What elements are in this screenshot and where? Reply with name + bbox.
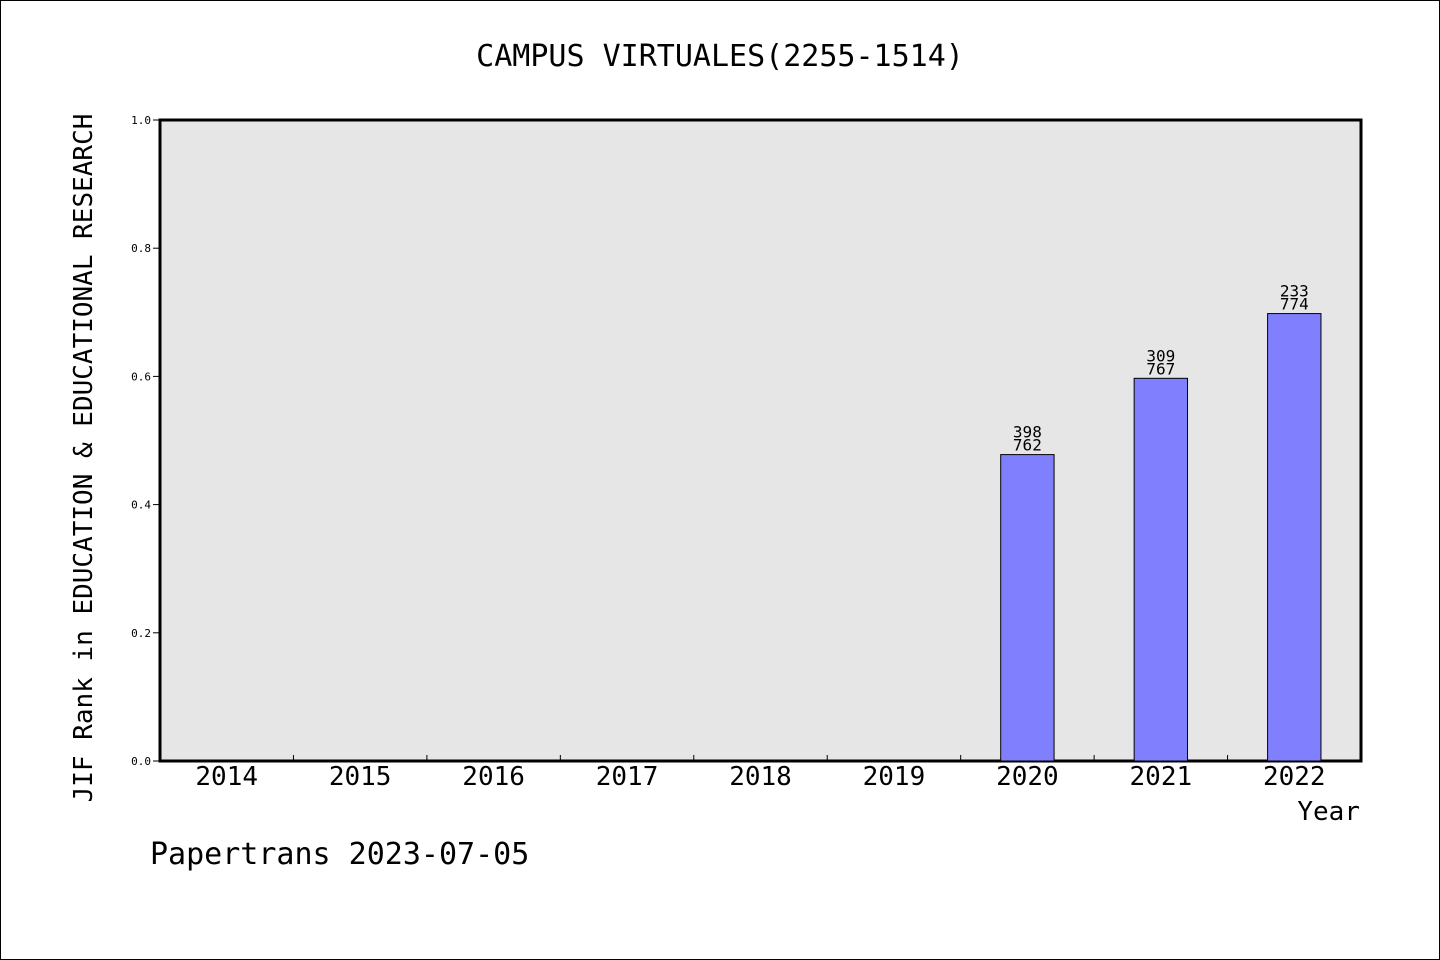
y-tick-label: 1.0 xyxy=(131,114,151,127)
x-tick-label: 2019 xyxy=(863,762,926,792)
x-tick-label: 2017 xyxy=(596,762,659,792)
x-tick-label: 2022 xyxy=(1263,762,1326,792)
bar-total-label: 767 xyxy=(1146,359,1175,378)
bar-rank-label: 233 xyxy=(1280,282,1309,301)
bar xyxy=(1133,377,1189,762)
y-tick-label: 0.6 xyxy=(131,370,151,383)
x-tick-label: 2015 xyxy=(329,762,392,792)
x-tick-label: 2016 xyxy=(462,762,525,792)
y-tick-label: 0.2 xyxy=(131,627,151,640)
chart-title: CAMPUS VIRTUALES(2255-1514) xyxy=(476,39,964,74)
y-ticks-group: 0.0 0.2 0.4 0.6 0.8 1.0 xyxy=(131,114,160,768)
y-tick-label: 0.4 xyxy=(131,499,151,512)
x-tick-label: 2018 xyxy=(729,762,792,792)
x-tick-label: 2020 xyxy=(996,762,1059,792)
bar xyxy=(1000,454,1055,762)
footer-text: Papertrans 2023-07-05 xyxy=(150,837,529,872)
x-tick-label: 2021 xyxy=(1130,762,1193,792)
y-axis-label: JIF Rank in EDUCATION & EDUCATIONAL RESE… xyxy=(69,114,99,803)
y-tick-label: 0.8 xyxy=(131,242,151,255)
x-axis-label: Year xyxy=(1297,797,1360,827)
y-tick-label: 0.0 xyxy=(131,755,151,768)
bar-rank-label: 398 xyxy=(1013,423,1042,442)
bar-total-label: 762 xyxy=(1013,436,1042,455)
bar-total-label: 774 xyxy=(1280,295,1309,314)
x-tick-label: 2014 xyxy=(195,762,258,792)
x-ticks-group: 2014 2015 2016 2017 2018 2019 2020 2021 2022 xyxy=(195,755,1326,792)
bar xyxy=(1267,313,1322,762)
bar-rank-label: 309 xyxy=(1146,346,1175,365)
